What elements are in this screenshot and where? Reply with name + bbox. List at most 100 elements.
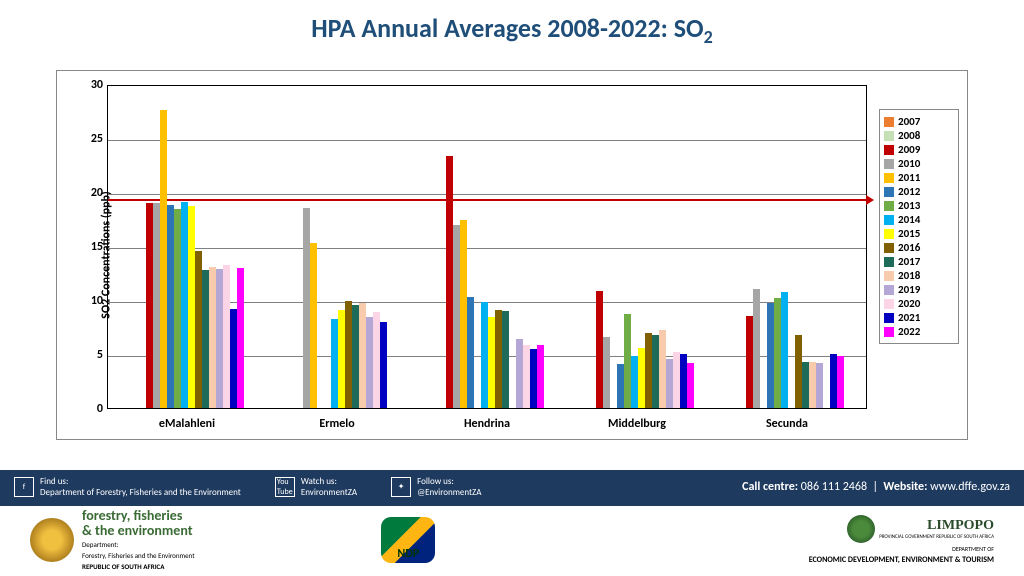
bar	[659, 330, 666, 408]
bar	[230, 309, 237, 408]
ndp-text: NDP	[381, 547, 435, 561]
dept-sub3: REPUBLIC OF SOUTH AFRICA	[82, 562, 195, 571]
legend-row: 2013	[884, 199, 954, 212]
bar	[753, 289, 760, 408]
ndp-logo: NDP	[381, 517, 435, 563]
bar	[237, 268, 244, 408]
limpopo-logo: LIMPOPO PROVINCIAL GOVERNMENT REPUBLIC O…	[809, 515, 994, 565]
y-tick-label: 20	[85, 186, 103, 200]
legend-row: 2018	[884, 269, 954, 282]
bar	[837, 356, 844, 408]
follow-text: @EnvironmentZA	[417, 487, 481, 498]
reference-line	[108, 199, 866, 201]
footer-find: f Find us:Department of Forestry, Fisher…	[14, 476, 241, 498]
web-prefix: Website:	[883, 480, 930, 494]
legend: 2007200820092010201120122013201420152016…	[879, 109, 959, 344]
bar	[373, 312, 380, 408]
legend-swatch	[884, 243, 894, 253]
legend-swatch	[884, 173, 894, 183]
legend-row: 2016	[884, 241, 954, 254]
bar	[645, 333, 652, 408]
bar	[666, 359, 673, 408]
limpopo-sub: PROVINCIAL GOVERNMENT REPUBLIC OF SOUTH …	[879, 534, 994, 540]
legend-swatch	[884, 229, 894, 239]
bar	[481, 302, 488, 408]
legend-swatch	[884, 313, 894, 323]
legend-label: 2008	[898, 129, 920, 142]
legend-swatch	[884, 285, 894, 295]
dept-sub1: Department:	[82, 540, 195, 549]
limpopo-name: LIMPOPO	[879, 518, 994, 534]
bar	[809, 362, 816, 408]
watch-header: Watch us:	[301, 476, 357, 487]
bar	[453, 225, 460, 408]
category-label: eMalahleni	[159, 417, 215, 431]
page-title: HPA Annual Averages 2008-2022: SO2	[0, 0, 1024, 54]
bar	[303, 208, 310, 408]
bar	[537, 345, 544, 408]
legend-label: 2020	[898, 297, 920, 310]
legend-label: 2015	[898, 227, 920, 240]
legend-label: 2016	[898, 241, 920, 254]
bar	[795, 335, 802, 408]
legend-swatch	[884, 131, 894, 141]
bar	[652, 335, 659, 408]
legend-swatch	[884, 201, 894, 211]
legend-swatch	[884, 187, 894, 197]
bar	[202, 270, 209, 408]
footer-contact: Call centre: 086 111 2468 | Website: www…	[742, 480, 1010, 494]
y-tick-label: 15	[85, 240, 103, 254]
watch-text: EnvironmentZA	[301, 487, 357, 498]
legend-swatch	[884, 117, 894, 127]
y-tick-label: 10	[85, 294, 103, 308]
dept-line2: & the environment	[82, 524, 195, 539]
legend-row: 2020	[884, 297, 954, 310]
bar	[345, 301, 352, 408]
limpopo-crest-icon	[847, 515, 875, 543]
bar	[687, 363, 694, 408]
web-url: www.dffe.gov.za	[930, 480, 1010, 494]
legend-row: 2019	[884, 283, 954, 296]
legend-label: 2017	[898, 255, 920, 268]
legend-swatch	[884, 145, 894, 155]
legend-swatch	[884, 271, 894, 281]
bar	[673, 352, 680, 408]
legend-swatch	[884, 327, 894, 337]
legend-label: 2010	[898, 157, 920, 170]
legend-swatch	[884, 215, 894, 225]
footer-bar: f Find us:Department of Forestry, Fisher…	[0, 470, 1024, 504]
bar	[495, 310, 502, 408]
category-label: Ermelo	[319, 417, 354, 431]
bar	[530, 349, 537, 408]
legend-row: 2010	[884, 157, 954, 170]
legend-row: 2015	[884, 227, 954, 240]
bar	[359, 303, 366, 408]
bar	[746, 316, 753, 408]
legend-swatch	[884, 159, 894, 169]
legend-label: 2018	[898, 269, 920, 282]
bar	[331, 319, 338, 408]
legend-row: 2014	[884, 213, 954, 226]
title-sub: 2	[704, 26, 713, 48]
category-label: Hendrina	[464, 417, 510, 431]
bar	[181, 202, 188, 408]
bar	[624, 314, 631, 408]
chart-panel: SO2 Concentrations (ppb) 051015202530 eM…	[56, 70, 968, 440]
bar	[153, 203, 160, 408]
bar	[338, 310, 345, 408]
dept-logo: forestry, fisheries & the environment De…	[30, 509, 195, 571]
gridline	[108, 194, 866, 195]
find-header: Find us:	[40, 476, 241, 487]
legend-label: 2013	[898, 199, 920, 212]
bar	[460, 220, 467, 408]
footer-watch: YouTube Watch us:EnvironmentZA	[275, 476, 357, 498]
bar	[188, 206, 195, 408]
legend-label: 2014	[898, 213, 920, 226]
gridline	[108, 140, 866, 141]
bar	[617, 364, 624, 408]
y-tick-label: 5	[85, 348, 103, 362]
bar	[195, 251, 202, 408]
bar	[680, 354, 687, 408]
bar	[502, 311, 509, 408]
call-number: 086 111 2468	[801, 480, 867, 494]
